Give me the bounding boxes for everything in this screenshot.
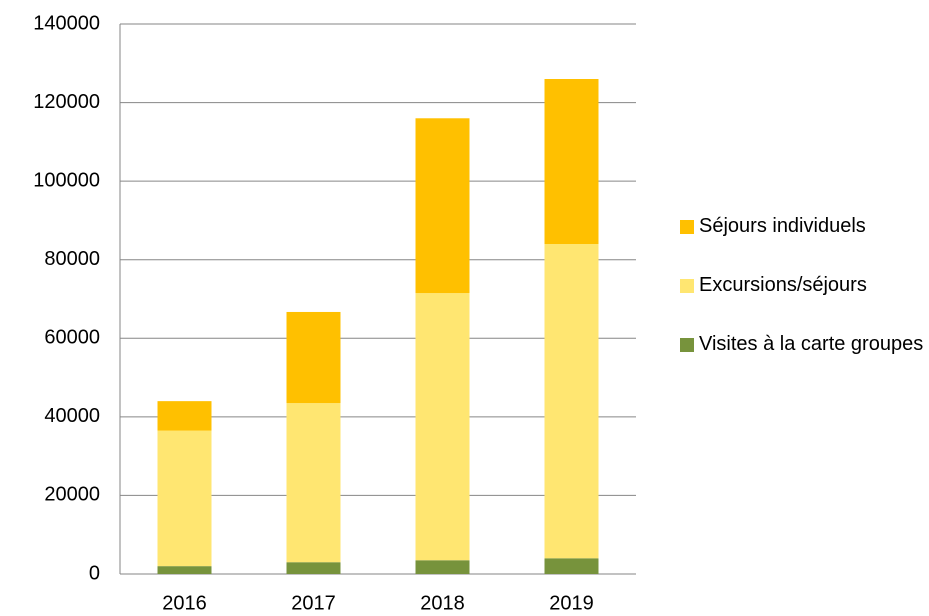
x-tick-label: 2016 [162, 592, 207, 614]
y-tick-label: 140000 [33, 12, 100, 34]
bar-segment [157, 401, 212, 431]
legend: Séjours individuels Excursions/séjours Vis… [680, 214, 923, 391]
y-tick-label: 100000 [33, 169, 100, 191]
bar-segment [286, 403, 341, 563]
bar-segment [286, 311, 341, 404]
legend-swatch [680, 220, 694, 234]
legend-item: Visites à la carte groupes [680, 332, 924, 356]
legend-label: Visites à la carte groupes [699, 333, 924, 355]
x-tick-label: 2018 [420, 592, 465, 614]
y-tick-label: 120000 [33, 91, 100, 113]
legend-item: Excursions/séjours [680, 273, 924, 297]
bar-segment [157, 430, 212, 567]
x-tick-label: 2017 [291, 592, 336, 614]
y-tick-label: 20000 [44, 484, 100, 506]
legend-label: Séjours individuels [699, 215, 866, 237]
legend-swatch [680, 279, 694, 293]
y-tick-label: 0 [89, 562, 100, 584]
bar-segment [544, 79, 599, 244]
y-tick-label: 40000 [44, 405, 100, 427]
bar-segment [415, 293, 470, 561]
y-tick-label: 80000 [44, 248, 100, 270]
bar-segment [544, 244, 599, 559]
legend-label: Excursions/séjours [699, 274, 867, 296]
bar-segment [415, 560, 470, 574]
bar-segment [544, 558, 599, 574]
legend-swatch [680, 338, 694, 352]
bar-segment [286, 562, 341, 574]
bar-segment [415, 118, 470, 294]
x-tick-label: 2019 [549, 592, 594, 614]
y-tick-label: 60000 [44, 327, 100, 349]
bar-segment [157, 566, 212, 574]
legend-item: Séjours individuels [680, 214, 924, 238]
